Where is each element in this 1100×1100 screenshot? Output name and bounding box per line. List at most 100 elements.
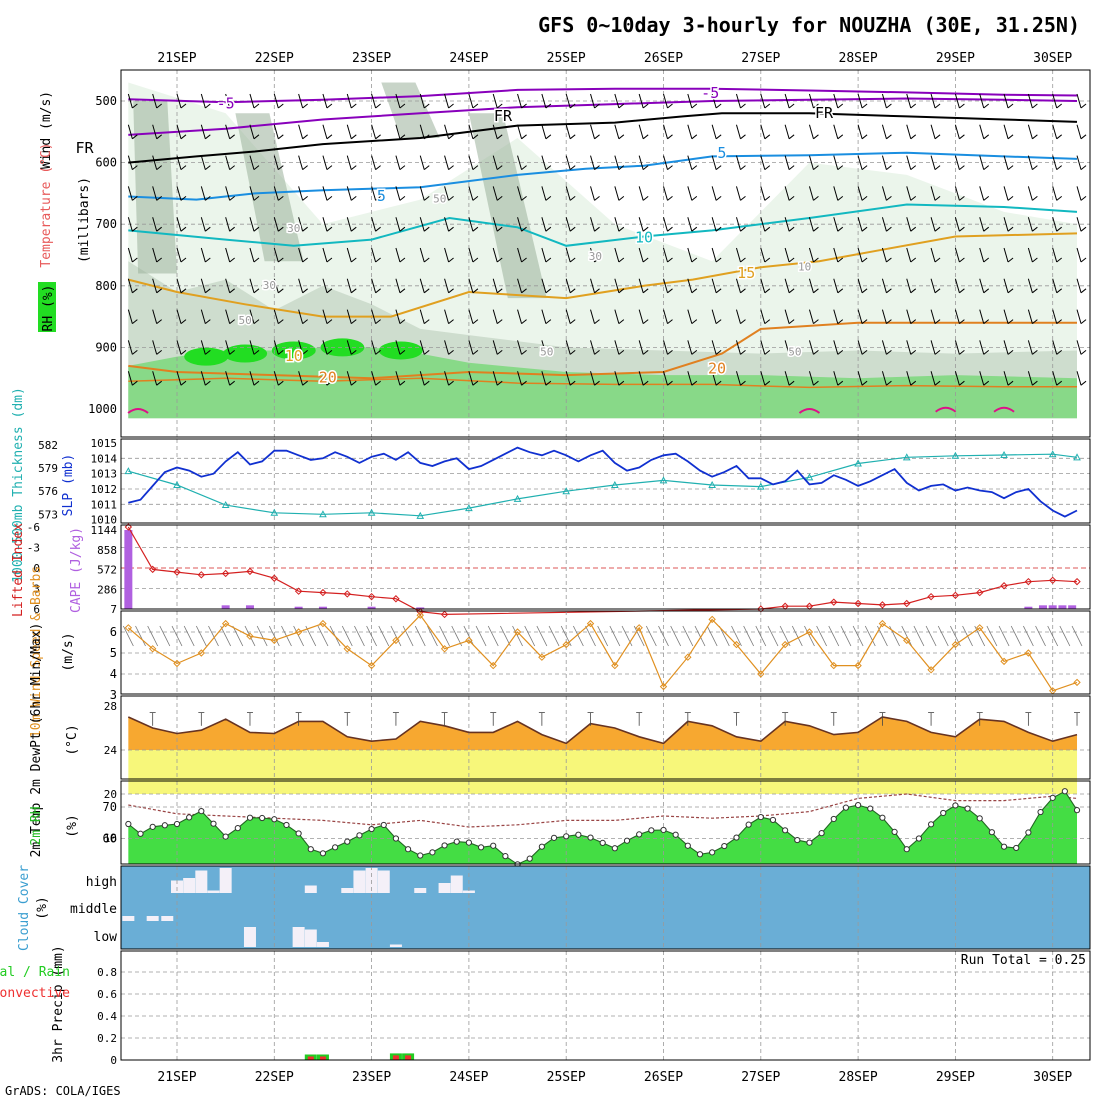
precip-tick-label: 0.8 (97, 966, 117, 979)
wind-barb (326, 134, 333, 140)
contour-label: 10 (635, 228, 653, 246)
wind10m-barb (755, 625, 767, 647)
wind-barb (200, 309, 206, 324)
wind-barb (350, 350, 357, 355)
wind-barb (764, 288, 771, 294)
cape-bar (294, 606, 303, 609)
wind-barb (395, 247, 401, 263)
wind-barb (954, 247, 960, 263)
wind-barb (808, 309, 814, 324)
wind-barb (375, 288, 381, 294)
wind-barb (886, 380, 892, 386)
wind-barb (492, 309, 498, 324)
cloud-low-bar (304, 929, 317, 947)
cloud-high-bar (414, 888, 427, 893)
wind-barb (691, 103, 698, 109)
wind-barb (277, 196, 284, 201)
wind-barb (906, 93, 912, 109)
wind-barb (910, 226, 917, 232)
wind10m-barb (1010, 625, 1022, 647)
wind-barb (468, 340, 474, 355)
wind-barb (200, 340, 206, 355)
rh2m-marker (125, 820, 132, 828)
wind-barb (1003, 247, 1009, 263)
wind-barb (371, 155, 377, 170)
wind-barb (399, 350, 406, 355)
wind-barb (444, 371, 450, 386)
wind-barb (448, 257, 454, 263)
wind-barb (152, 247, 158, 263)
thickness-marker (902, 453, 911, 461)
wind-barb (886, 257, 892, 263)
wind-barb (472, 257, 479, 263)
wind-barb (715, 350, 722, 355)
wind-barb (760, 124, 766, 139)
wind-barb (833, 340, 839, 355)
wind10m-marker (416, 611, 424, 619)
wind-barb (492, 247, 498, 263)
wind-barb (934, 319, 941, 324)
wind-barb (638, 309, 644, 324)
wind-barb (496, 319, 503, 324)
wind-barb (590, 371, 596, 386)
wind10m-marker (246, 632, 254, 640)
wind-barb (833, 371, 839, 386)
wind10m-barb (135, 625, 146, 647)
wind-barb (1032, 134, 1038, 140)
wind-barb (419, 247, 425, 263)
wind-barb (687, 278, 693, 293)
wind-barb (735, 186, 741, 201)
wind-barb (687, 124, 693, 139)
wind-barb (448, 380, 454, 386)
wind-barb (205, 196, 211, 201)
wind-barb (1027, 340, 1033, 355)
wind-barb (663, 124, 668, 139)
wind-barb (638, 340, 644, 355)
wind-barb (200, 93, 206, 109)
wind-barb (249, 93, 255, 109)
wind-barb (180, 350, 187, 355)
wind-barb (375, 134, 381, 140)
wind10m-barb (913, 625, 925, 647)
contour-15 (128, 232, 1078, 318)
wind-barb (277, 134, 284, 140)
rh2m-marker (964, 805, 971, 812)
date-label-top: 28SEP (839, 51, 878, 66)
wind-barb (813, 288, 819, 294)
wind-barb (298, 217, 304, 232)
cloud-level-label: middle (70, 902, 117, 917)
wind-barb (225, 278, 231, 293)
wind-barb (180, 319, 187, 324)
lifted-index-marker (221, 569, 230, 578)
wind-barb (906, 371, 912, 386)
wind-barb (788, 103, 795, 109)
cloud-high-bar (450, 875, 463, 893)
wind-barb (837, 257, 844, 263)
wind-barb (930, 93, 936, 109)
wind-barb (715, 165, 722, 170)
lifted-index-marker (830, 598, 838, 606)
wind-barb (132, 196, 138, 201)
wind-barb (760, 340, 766, 355)
wind-barb (1007, 288, 1014, 294)
wind10m-barb (183, 625, 195, 647)
wind-barb (691, 350, 698, 355)
rh2m-panel-frame (120, 780, 1091, 865)
wind-barb (983, 165, 990, 170)
wind10m-barb (524, 625, 536, 647)
wind-barb (569, 196, 576, 201)
lifted-index-marker (319, 588, 327, 597)
wind-barb (156, 196, 162, 201)
wind-barb (200, 186, 206, 201)
wind-barb (448, 226, 454, 232)
wind-barb (253, 134, 260, 140)
wind-barb (687, 340, 693, 355)
wind-barb (350, 134, 357, 140)
cloud-low-bar (292, 927, 305, 947)
wind-barb (1027, 155, 1033, 170)
wind-barb (152, 124, 158, 139)
cloud-high-bar (219, 868, 232, 893)
wind-barb (861, 319, 868, 324)
wind-barb (959, 134, 965, 140)
wind-barb (1056, 288, 1063, 294)
